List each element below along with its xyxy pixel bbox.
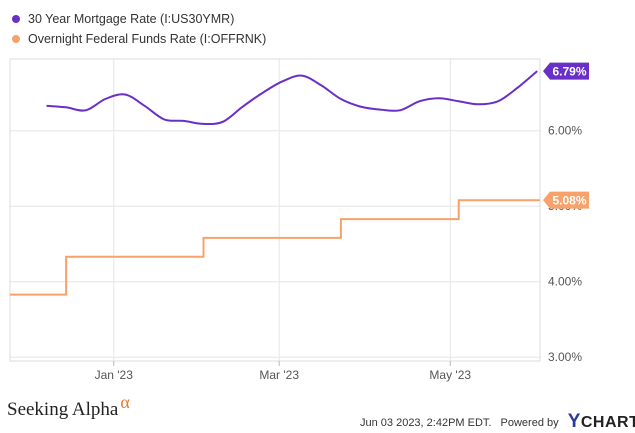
- legend-label: Overnight Federal Funds Rate (I:OFFRNK): [28, 32, 267, 46]
- y-tick-label: 4.00%: [548, 275, 582, 289]
- y-tick-label: 3.00%: [548, 350, 582, 364]
- end-tag-shape: [543, 62, 589, 80]
- series-line-fed-funds: [10, 199, 540, 296]
- footer-meta: Jun 03 2023, 2:42PM EDT. Powered by YCHA…: [360, 411, 635, 433]
- plot-frame: [9, 58, 541, 362]
- ycharts-y-icon: Y: [567, 411, 581, 432]
- x-tick-label: Jan '23: [95, 368, 134, 382]
- end-labels: 6.79% 5.08%: [543, 62, 589, 209]
- series-line-mortgage: [46, 70, 538, 126]
- seeking-alpha-logo[interactable]: Seeking Alpha α: [7, 392, 130, 421]
- axes: [9, 58, 541, 366]
- legend: 30 Year Mortgage Rate (I:US30YMR) Overni…: [12, 9, 266, 49]
- x-tick-label: Mar '23: [259, 368, 299, 382]
- end-tag-shape: [543, 191, 589, 209]
- legend-dot-icon: [12, 35, 20, 43]
- legend-label: 30 Year Mortgage Rate (I:US30YMR): [28, 12, 235, 26]
- end-tag-mortgage: 6.79%: [543, 62, 589, 80]
- brand-text: Seeking Alpha: [7, 399, 119, 420]
- powered-by-label: Powered by: [500, 417, 559, 429]
- x-tick-label: May '23: [429, 368, 471, 382]
- end-tag-label: 6.79%: [552, 65, 586, 79]
- alpha-icon: α: [120, 392, 130, 412]
- y-tick-label: 6.00%: [548, 124, 582, 138]
- legend-dot-icon: [12, 15, 20, 23]
- end-tag-fed-funds: 5.08%: [543, 191, 589, 209]
- series-layer: [10, 70, 540, 296]
- grid-lines: [10, 59, 540, 361]
- timestamp: Jun 03 2023, 2:42PM EDT.: [360, 417, 492, 429]
- legend-item-mortgage[interactable]: 30 Year Mortgage Rate (I:US30YMR): [12, 9, 266, 29]
- legend-item-fed-funds[interactable]: Overnight Federal Funds Rate (I:OFFRNK): [12, 29, 266, 49]
- ycharts-logo[interactable]: YCHARTS: [567, 411, 635, 432]
- ycharts-text: CHARTS: [580, 414, 635, 431]
- end-tag-label: 5.08%: [552, 194, 586, 208]
